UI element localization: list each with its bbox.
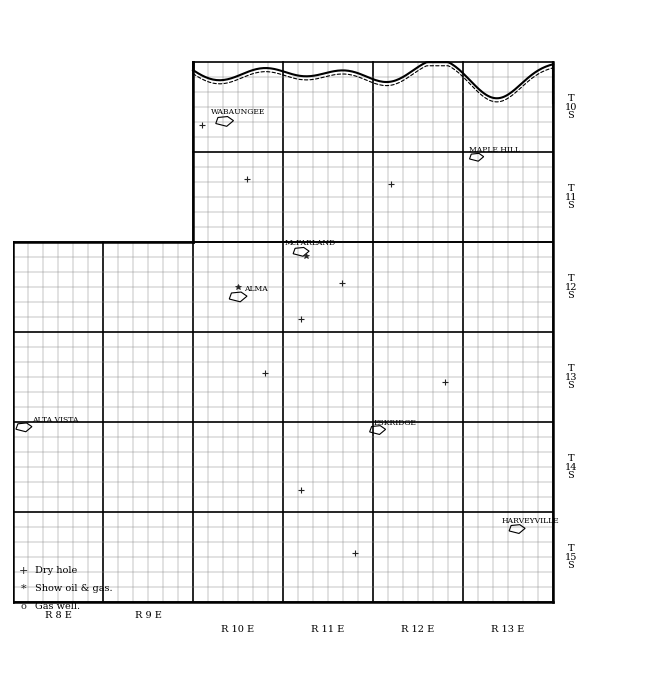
- Text: R 12 E: R 12 E: [402, 625, 435, 634]
- Text: T
11
S: T 11 S: [565, 184, 577, 210]
- Text: T
13
S: T 13 S: [565, 365, 577, 390]
- Text: R 8 E: R 8 E: [45, 611, 72, 620]
- Text: R 9 E: R 9 E: [135, 611, 161, 620]
- Text: Show oil & gas.: Show oil & gas.: [34, 584, 112, 593]
- Text: WABAUNGEE: WABAUNGEE: [211, 108, 265, 116]
- Text: R 13 E: R 13 E: [491, 625, 525, 634]
- Text: T
15
S: T 15 S: [565, 545, 577, 570]
- Text: +: +: [19, 565, 29, 576]
- Text: *: *: [21, 583, 27, 594]
- Text: ALMA: ALMA: [244, 285, 268, 293]
- Text: R 10 E: R 10 E: [222, 625, 255, 634]
- Text: Gas well.: Gas well.: [34, 602, 80, 611]
- Text: ALTA VISTA: ALTA VISTA: [32, 416, 79, 424]
- Text: T
12
S: T 12 S: [565, 274, 577, 300]
- Text: T
10
S: T 10 S: [565, 94, 577, 120]
- Text: T
14
S: T 14 S: [565, 455, 577, 480]
- Text: McFARLAND: McFARLAND: [285, 239, 335, 248]
- Text: HARVEYVILLE: HARVEYVILLE: [502, 517, 559, 525]
- Text: o: o: [21, 602, 27, 611]
- Text: Dry hole: Dry hole: [34, 566, 77, 575]
- Text: ESKRIDGE: ESKRIDGE: [374, 419, 417, 426]
- Text: MAPLE HILL: MAPLE HILL: [469, 146, 520, 154]
- Text: R 11 E: R 11 E: [311, 625, 344, 634]
